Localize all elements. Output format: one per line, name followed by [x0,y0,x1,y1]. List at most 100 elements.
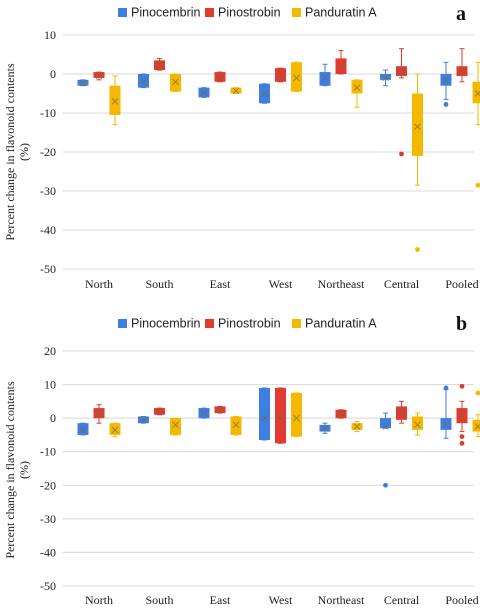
y-tick-label: -30 [40,184,56,198]
box-panduratin-a-northeast [351,421,363,433]
mean-marker [382,74,389,82]
x-tick-label: North [85,277,113,291]
mean-marker [337,409,345,417]
box-panduratin-a-northeast [351,79,363,108]
mean-marker [261,90,268,97]
box-panduratin-a-central [412,73,423,252]
box-pinostrobin-east [214,71,226,83]
box-body [138,74,149,88]
box-pinostrobin-northeast [335,50,347,75]
box-pinostrobin-south [154,57,165,71]
mean-marker [232,87,240,95]
mean-marker [79,79,87,87]
box-pinostrobin-pooled [456,383,468,446]
mean-marker [353,423,361,430]
mean-marker [474,90,480,97]
x-tick-label: East [210,277,231,291]
x-tick-label: North [85,593,113,607]
box-panduratin-a-south [170,417,181,436]
mean-marker [95,72,103,80]
box-body [109,423,121,435]
box-panduratin-a-north [109,75,121,126]
legend-label: Panduratin A [305,6,377,20]
box-pinocembrin-northeast [319,63,331,87]
legend-label: Pinocembrin [131,317,201,331]
box-body [456,408,468,424]
mean-marker [111,97,119,105]
x-tick-label: Pooled [445,277,478,291]
y-tick-label: 10 [44,378,56,392]
mean-marker [353,84,361,91]
mean-marker [216,406,224,414]
box-pinocembrin-northeast [319,422,331,434]
x-tick-label: East [210,593,231,607]
box-panduratin-a-west [291,392,302,438]
mean-marker [382,423,389,430]
y-axis-label: Percent change in flavonoid contents(%) [3,63,31,241]
mean-marker [261,414,268,422]
box-body [109,85,121,115]
panel-label: b [456,313,467,335]
x-tick-label: Northeast [318,277,365,291]
mean-marker [172,78,179,86]
mean-marker [474,423,480,430]
y-tick-label: -10 [40,106,56,120]
legend-swatch [118,8,127,17]
box-pinocembrin-north [77,422,89,436]
box-body [335,409,347,419]
box-pinocembrin-central [380,412,391,488]
box-panduratin-a-central [412,412,423,436]
x-tick-label: West [269,277,293,291]
box-panduratin-a-pooled [472,390,480,438]
outlier-point [383,482,388,488]
box-body [412,416,423,430]
mean-marker [232,421,240,429]
y-tick-label: -20 [40,478,56,492]
legend-label: Panduratin A [305,317,377,331]
mean-marker [414,123,421,130]
box-panduratin-a-north [109,422,121,438]
outlier-point [399,151,404,157]
x-tick-label: Central [384,277,420,291]
box-pinostrobin-pooled [456,48,468,83]
mean-marker [442,421,450,429]
legend-label: Pinostrobin [218,317,281,331]
box-pinostrobin-northeast [335,409,347,419]
mean-marker [277,72,284,80]
legend-label: Pinocembrin [131,6,201,20]
box-body [412,93,423,156]
mean-marker [414,421,421,429]
y-tick-label: -50 [40,579,56,593]
y-tick-label: -10 [40,445,56,459]
box-body [275,387,286,444]
mean-marker [277,413,284,420]
mean-marker [172,421,179,429]
box-pinocembrin-pooled [440,61,452,107]
x-tick-label: West [269,593,293,607]
mean-marker [200,89,208,97]
legend-label: Pinostrobin [218,6,281,20]
legend-swatch [292,8,301,17]
box-body [259,387,270,440]
mean-marker [156,408,163,415]
mean-marker [79,426,87,434]
mean-marker [95,409,103,417]
outlier-point [475,182,480,188]
mean-marker [398,409,405,417]
outlier-point [443,102,449,107]
legend-swatch [292,319,301,328]
box-pinocembrin-pooled [440,385,452,439]
box-panduratin-a-west [291,61,302,93]
y-tick-label: 10 [44,28,56,42]
y-tick-label: 20 [44,344,56,358]
box-pinocembrin-west [259,387,270,441]
box-body [170,418,181,435]
box-body [380,418,391,429]
mean-marker [140,416,147,424]
outlier-point [459,440,465,446]
mean-marker [140,78,147,86]
mean-marker [321,424,329,432]
box-pinostrobin-north [93,404,105,424]
y-tick-label: -20 [40,145,56,159]
